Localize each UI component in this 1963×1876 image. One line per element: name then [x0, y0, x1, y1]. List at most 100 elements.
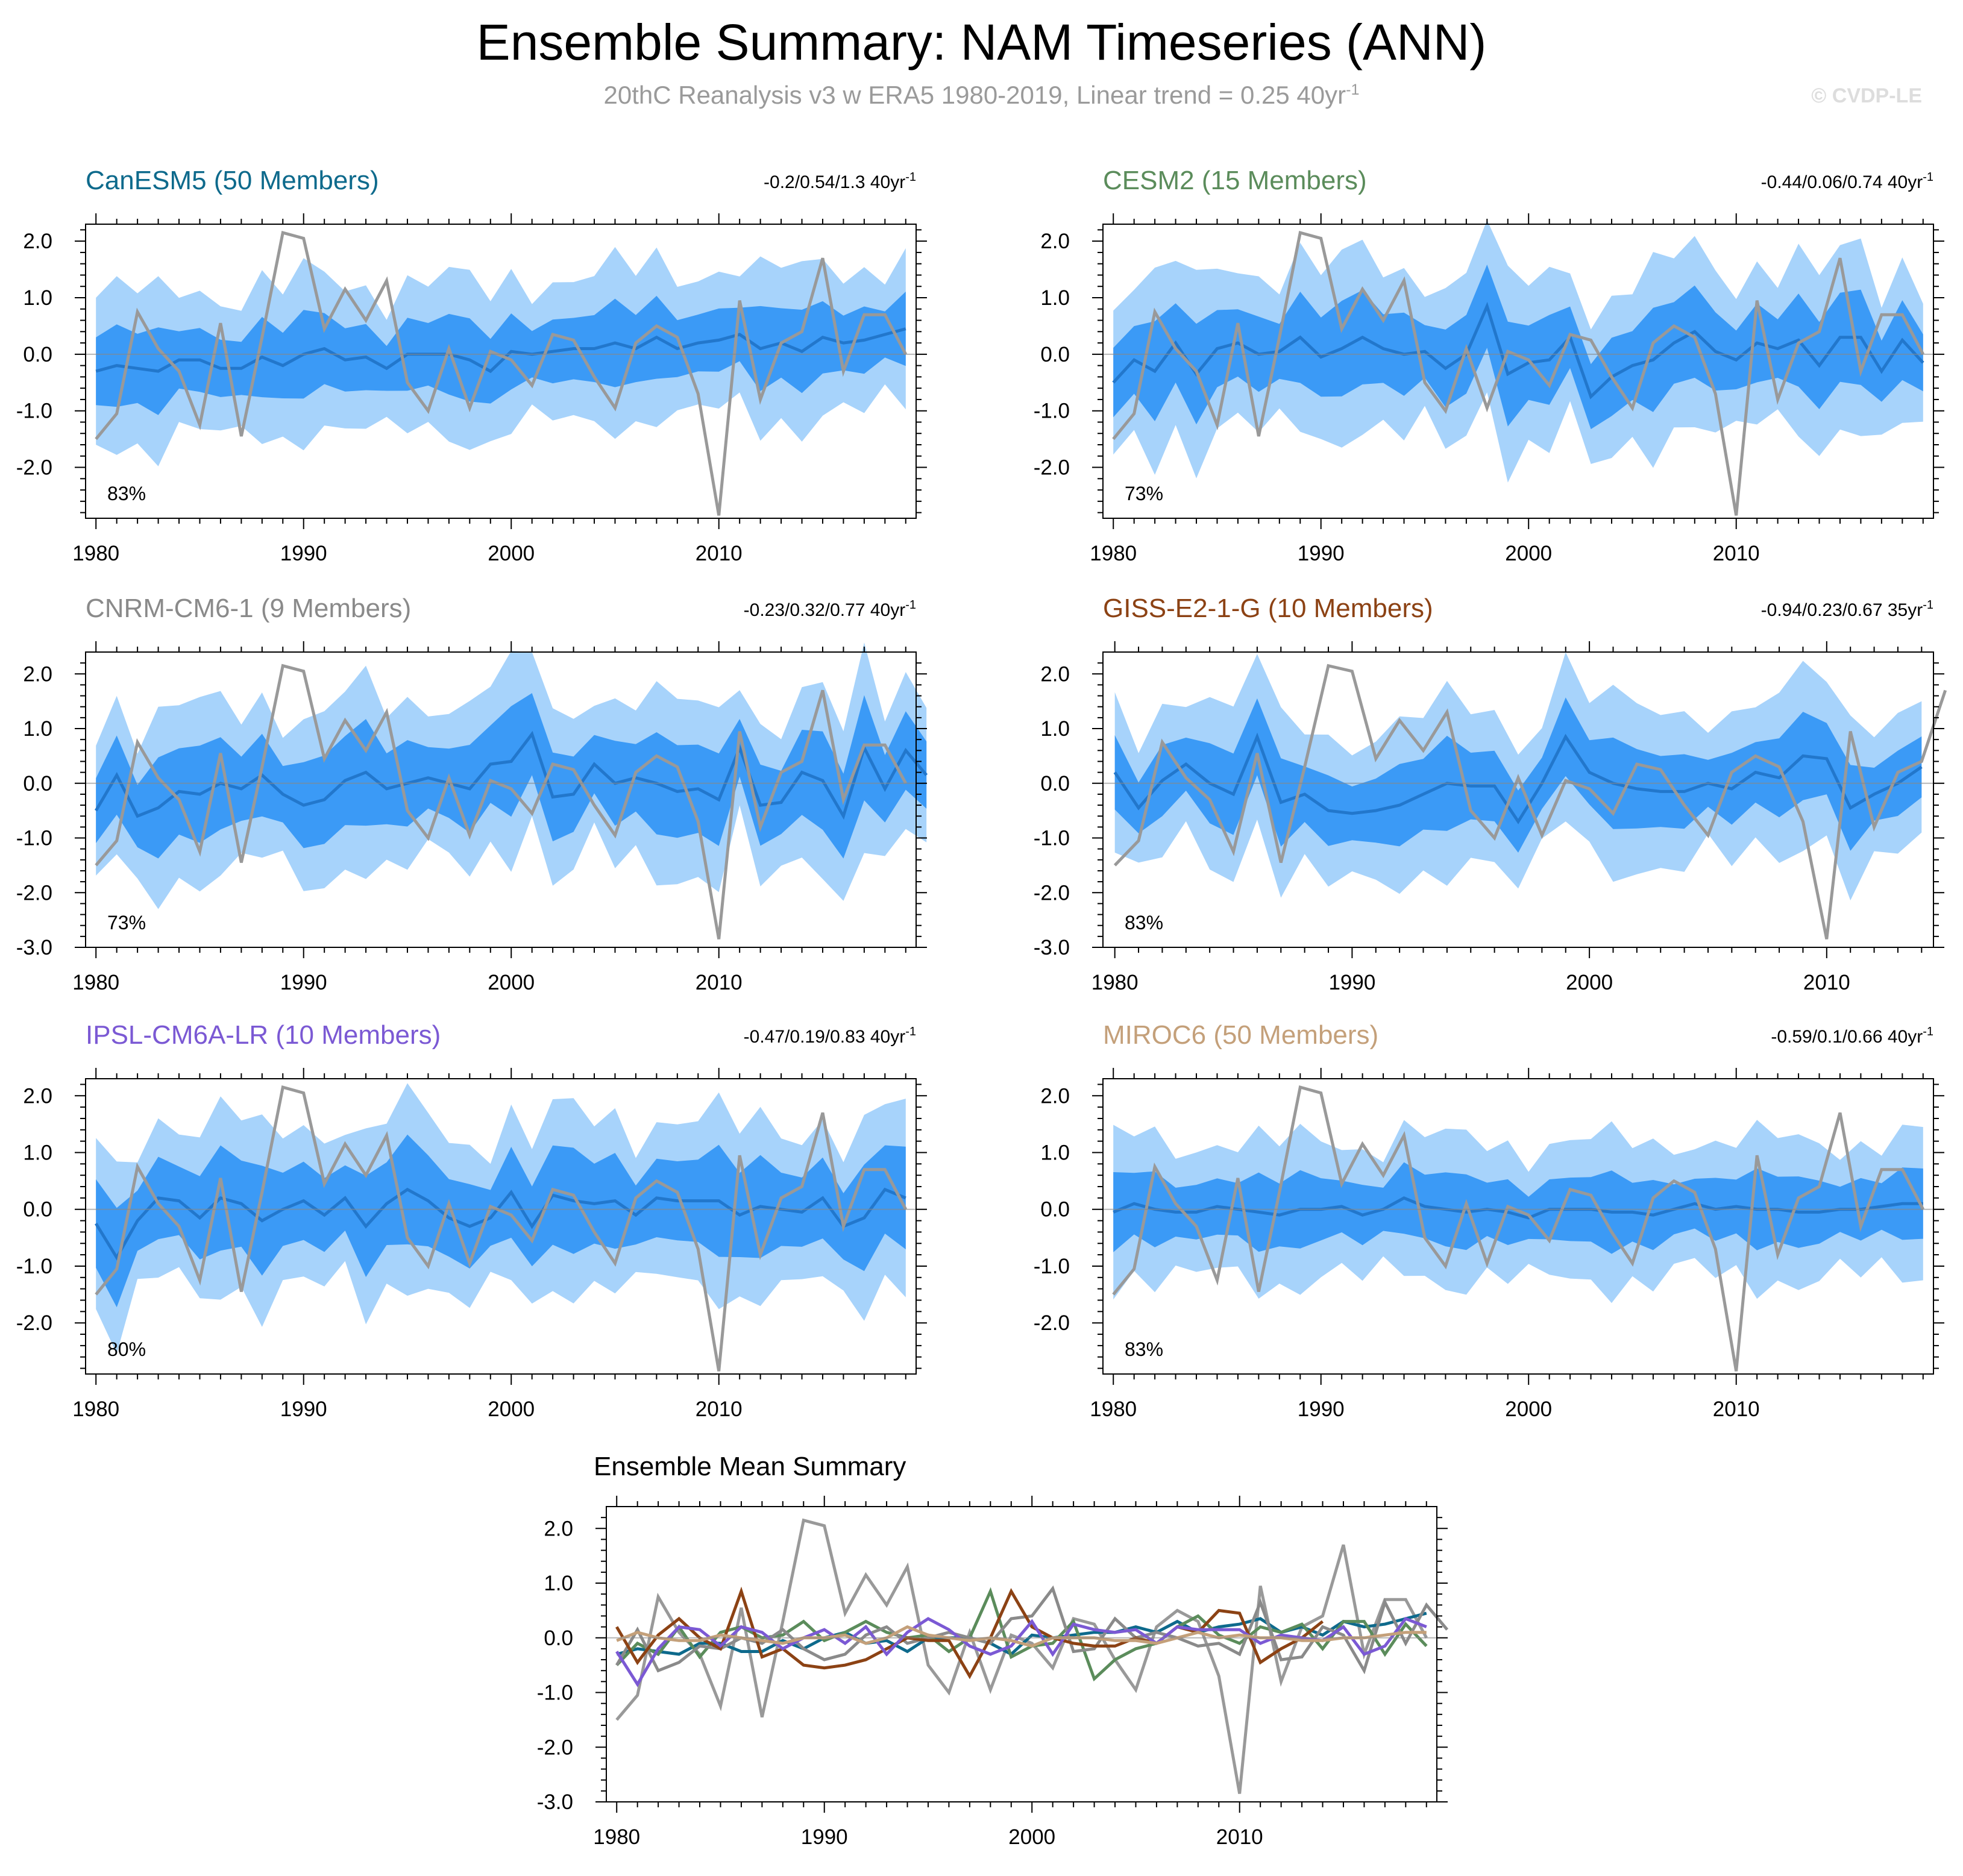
- inner-spread-band: [1114, 697, 1922, 853]
- x-tick-label: 2010: [696, 542, 743, 565]
- y-tick-label: -1.0: [16, 827, 52, 850]
- y-tick-label: -2.0: [16, 456, 52, 480]
- ensemble-mean-line: [1113, 1196, 1923, 1220]
- panel-trend-stats: -0.44/0.06/0.74 40yr-1: [1761, 171, 1933, 192]
- x-tick-label: 2010: [696, 1398, 743, 1421]
- panel-2: 1980 1990 2000 2010 2.0 1.0 0.0 -1.0 -2.0 CESM2 (…: [1034, 166, 1944, 565]
- plot-frame: [85, 651, 917, 948]
- x-tick-label: 1980: [72, 971, 119, 994]
- observation-line: [1112, 1085, 1925, 1372]
- x-tick-label: 1990: [280, 1398, 327, 1421]
- panel-trend-value: -0.44/0.06/0.74 40yr: [1761, 172, 1923, 192]
- panel-title: CNRM-CM6-1 (9 Members): [86, 594, 411, 623]
- inner-spread-band: [1113, 265, 1923, 430]
- y-tick-label: -2.0: [1034, 881, 1070, 905]
- x-tick-label: 1980: [1090, 542, 1137, 565]
- x-tick-label: 1980: [72, 1398, 119, 1421]
- observation-line: [1113, 664, 1947, 940]
- panel-percent: 73%: [1125, 483, 1163, 504]
- x-tick-label: 2000: [1008, 1825, 1055, 1849]
- y-tick-label: 1.0: [1040, 1141, 1070, 1165]
- x-tick-label: 2000: [488, 971, 535, 994]
- y-tick-label: 2.0: [1040, 230, 1070, 253]
- ensemble-mean-line: [1112, 301, 1924, 400]
- ensemble-mean-line: [95, 327, 906, 374]
- panel-title: CESM2 (15 Members): [1103, 166, 1367, 195]
- y-tick-label: 2.0: [23, 662, 52, 686]
- inner-spread-band: [96, 693, 927, 859]
- ensemble-mean-line: [1113, 732, 1923, 824]
- y-tick-label: -1.0: [1034, 1255, 1070, 1278]
- summary-mean-line-5: [615, 1616, 1427, 1687]
- y-tick-label: -1.0: [16, 400, 52, 423]
- panel-trend-stats: -0.2/0.54/1.3 40yr-1: [764, 171, 916, 192]
- y-tick-label: -3.0: [16, 936, 52, 959]
- x-tick-label: 1980: [72, 542, 119, 565]
- y-tick-label: 2.0: [1040, 662, 1070, 686]
- panel-percent: 83%: [1125, 912, 1163, 933]
- panel-trend-sup: -1: [1923, 1025, 1933, 1038]
- y-tick-label: -2.0: [1034, 456, 1070, 480]
- y-tick-label: 0.0: [23, 1198, 52, 1222]
- ensemble-mean-line: [95, 730, 928, 820]
- y-tick-label: -1.0: [1034, 400, 1070, 423]
- plot-frame: [1102, 224, 1934, 519]
- summary-mean-line-3: [615, 1585, 1449, 1675]
- x-tick-label: 2000: [1566, 971, 1613, 994]
- observation-line: [1112, 230, 1925, 516]
- x-tick-label: 1990: [280, 971, 327, 994]
- y-tick-label: 0.0: [23, 772, 52, 795]
- x-tick-label: 2000: [488, 542, 535, 565]
- panel-trend-sup: -1: [905, 1025, 916, 1038]
- y-tick-label: -3.0: [1034, 936, 1070, 959]
- credit-label: © CVDP-LE: [1811, 84, 1922, 107]
- y-tick-label: -2.0: [16, 1311, 52, 1335]
- y-tick-label: -2.0: [1034, 1311, 1070, 1335]
- panel-trend-sup: -1: [1923, 598, 1933, 612]
- panel-trend-stats: -0.94/0.23/0.67 35yr-1: [1761, 598, 1933, 620]
- panel-trend-stats: -0.59/0.1/0.66 40yr-1: [1771, 1025, 1933, 1047]
- y-tick-label: -2.0: [16, 881, 52, 905]
- y-tick-label: 0.0: [1040, 772, 1070, 795]
- plot-frame: [606, 1506, 1437, 1802]
- panel-1: 1980 1990 2000 2010 2.0 1.0 0.0 -1.0 -2.0 CanESM5…: [16, 166, 927, 565]
- panel-percent: 83%: [107, 483, 146, 504]
- panel-3: 1980 1990 2000 2010 2.0 1.0 0.0 -1.0 -2.0 -3.0 CNR…: [16, 594, 928, 994]
- y-tick-label: 1.0: [1040, 286, 1070, 310]
- x-tick-label: 1990: [801, 1825, 848, 1849]
- summary-observation-line: [615, 1518, 1428, 1794]
- x-tick-label: 2010: [1713, 542, 1760, 565]
- panel-trend-value: -0.94/0.23/0.67 35yr: [1761, 600, 1923, 620]
- panel-5: 1980 1990 2000 2010 2.0 1.0 0.0 -1.0 -2.0 IPSL-CM…: [16, 1020, 927, 1421]
- y-tick-label: -1.0: [1034, 827, 1070, 850]
- y-tick-label: -2.0: [537, 1736, 573, 1759]
- x-tick-label: 1990: [1298, 1398, 1345, 1421]
- y-tick-label: 1.0: [23, 1141, 52, 1165]
- main-subtitle: 20thC Reanalysis v3 w ERA5 1980-2019, Li…: [603, 81, 1360, 109]
- y-tick-label: 1.0: [544, 1572, 573, 1595]
- x-tick-label: 1980: [1091, 971, 1139, 994]
- inner-spread-band: [96, 1134, 906, 1308]
- inner-spread-band: [1113, 1162, 1923, 1254]
- y-tick-label: 2.0: [1040, 1084, 1070, 1108]
- panel-trend-value: -0.2/0.54/1.3 40yr: [764, 172, 905, 192]
- plot-frame: [1102, 1078, 1934, 1375]
- x-tick-label: 2000: [488, 1398, 535, 1421]
- panel-title: MIROC6 (50 Members): [1103, 1020, 1378, 1050]
- x-tick-label: 1990: [280, 542, 327, 565]
- plot-frame: [85, 1078, 917, 1375]
- observation-line: [95, 1085, 908, 1372]
- x-tick-label: 1990: [1328, 971, 1375, 994]
- main-title: Ensemble Summary: NAM Timeseries (ANN): [476, 14, 1487, 71]
- y-tick-label: 1.0: [23, 286, 52, 310]
- summary-title: Ensemble Mean Summary: [594, 1452, 906, 1481]
- x-tick-label: 2010: [1216, 1825, 1263, 1849]
- ensemble-mean-line: [95, 1187, 906, 1261]
- panel-trend-value: -0.23/0.32/0.77 40yr: [744, 600, 906, 620]
- y-tick-label: -1.0: [16, 1255, 52, 1278]
- y-tick-label: 1.0: [1040, 717, 1070, 741]
- x-tick-label: 2010: [696, 971, 743, 994]
- panel-trend-sup: -1: [905, 598, 916, 612]
- y-tick-label: 0.0: [23, 343, 52, 366]
